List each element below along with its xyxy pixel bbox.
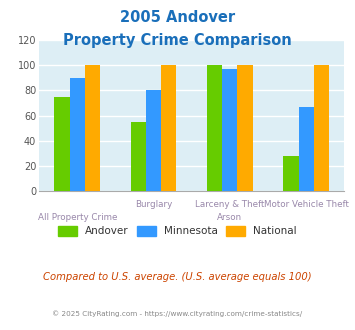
Text: 2005 Andover: 2005 Andover: [120, 10, 235, 25]
Bar: [85, 65, 100, 191]
Bar: [237, 65, 253, 191]
Text: Larceny & Theft: Larceny & Theft: [195, 200, 264, 209]
Text: Arson: Arson: [217, 213, 242, 222]
Text: Burglary: Burglary: [135, 200, 172, 209]
Bar: [299, 107, 314, 191]
Bar: [222, 69, 237, 191]
Bar: [283, 156, 299, 191]
Legend: Andover, Minnesota, National: Andover, Minnesota, National: [54, 222, 301, 241]
Bar: [131, 122, 146, 191]
Bar: [314, 65, 329, 191]
Bar: [70, 78, 85, 191]
Bar: [207, 65, 222, 191]
Text: Property Crime Comparison: Property Crime Comparison: [63, 33, 292, 48]
Text: Motor Vehicle Theft: Motor Vehicle Theft: [264, 200, 349, 209]
Text: © 2025 CityRating.com - https://www.cityrating.com/crime-statistics/: © 2025 CityRating.com - https://www.city…: [53, 310, 302, 317]
Text: Compared to U.S. average. (U.S. average equals 100): Compared to U.S. average. (U.S. average …: [43, 272, 312, 282]
Bar: [54, 97, 70, 191]
Text: All Property Crime: All Property Crime: [38, 213, 117, 222]
Bar: [146, 90, 161, 191]
Bar: [161, 65, 176, 191]
